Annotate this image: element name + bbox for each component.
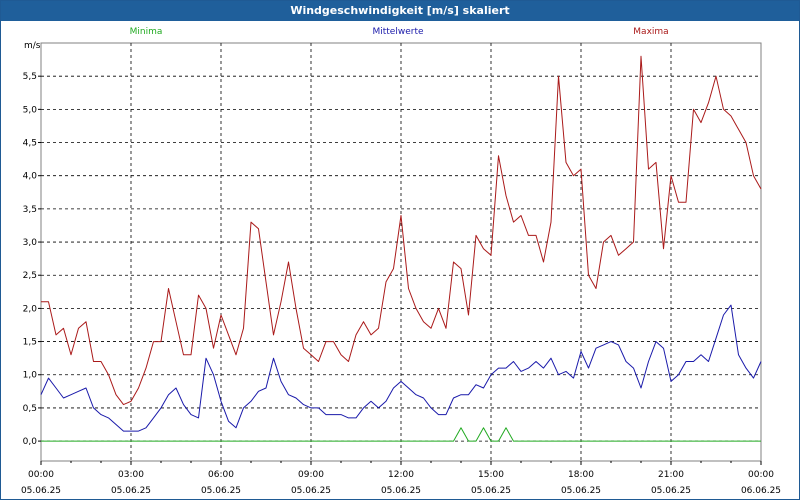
- y-axis-ticks: 0,0 0,5 1,0 1,5 2,0 2,5 3,0 3,5 4,0 4,5 5,0 5,5: [23, 72, 41, 447]
- legend-minima: Minima: [130, 27, 163, 37]
- window-title: Windgeschwindigkeit [m/s] skaliert: [1, 1, 799, 21]
- y-tick-label: 0,5: [23, 404, 37, 414]
- x-tick-date: 05.06.25: [111, 486, 151, 496]
- x-tick-date: 06.06.25: [741, 486, 781, 496]
- y-tick-label: 4,0: [23, 172, 38, 182]
- y-tick-label: 0,0: [23, 437, 38, 447]
- x-axis-ticks: 00:00 05.06.25 03:00 05.06.25 06:00 05.06.25 0…: [21, 461, 781, 496]
- y-tick-label: 3,5: [23, 205, 37, 215]
- x-tick-time: 15:00: [478, 470, 504, 480]
- y-tick-label: 2,5: [23, 271, 37, 281]
- x-tick-time: 00:00: [748, 470, 774, 480]
- line-chart: 0,0 0,5 1,0 1,5 2,0 2,5 3,0 3,5 4,0 4,5 5,0 5,5 00:…: [21, 27, 781, 496]
- series-line-mittelwerte: [40, 304, 762, 432]
- x-tick-time: 06:00: [208, 470, 234, 480]
- y-tick-label: 3,0: [23, 238, 38, 248]
- y-tick-label: 4,5: [23, 139, 37, 149]
- x-tick-time: 09:00: [298, 470, 324, 480]
- x-tick-date: 05.06.25: [21, 486, 61, 496]
- legend-maxima: Maxima: [633, 27, 668, 37]
- x-tick-date: 05.06.25: [561, 486, 601, 496]
- y-tick-label: 5,5: [23, 72, 37, 82]
- x-tick-date: 05.06.25: [201, 486, 241, 496]
- y-axis-label: m/s: [24, 41, 41, 51]
- legend-mittelwerte: Mittelwerte: [372, 27, 423, 37]
- x-tick-time: 00:00: [28, 470, 54, 480]
- x-tick-time: 12:00: [388, 470, 414, 480]
- data-series: [40, 55, 762, 442]
- x-tick-time: 21:00: [658, 470, 684, 480]
- y-tick-label: 1,0: [23, 371, 38, 381]
- x-tick-date: 05.06.25: [651, 486, 691, 496]
- x-tick-time: 18:00: [568, 470, 594, 480]
- y-tick-label: 2,0: [23, 304, 38, 314]
- series-line-maxima: [41, 55, 762, 406]
- y-tick-label: 1,5: [23, 338, 37, 348]
- x-tick-date: 05.06.25: [381, 486, 421, 496]
- series-line-minima: [41, 427, 761, 442]
- y-tick-label: 5,0: [23, 105, 38, 115]
- x-tick-time: 03:00: [118, 470, 144, 480]
- x-tick-date: 05.06.25: [291, 486, 331, 496]
- x-tick-date: 05.06.25: [471, 486, 511, 496]
